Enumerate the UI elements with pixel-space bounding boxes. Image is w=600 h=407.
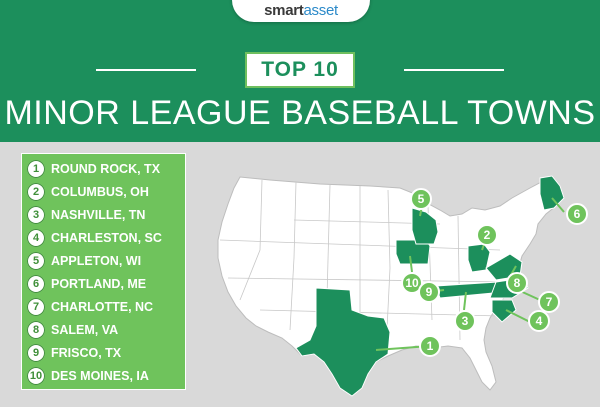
- rank-number: 10: [27, 367, 45, 385]
- state-maine: [539, 175, 565, 211]
- us-map-svg: [217, 175, 565, 397]
- town-name: PORTLAND, ME: [51, 277, 147, 291]
- list-item: 6 PORTLAND, ME: [27, 273, 146, 295]
- rank-number: 7: [27, 298, 45, 316]
- logo-text: smartasset: [232, 2, 370, 19]
- map-marker: 8: [506, 272, 528, 294]
- map-marker: 7: [538, 291, 560, 313]
- left-rule: [96, 69, 196, 71]
- map-marker: 5: [410, 188, 432, 210]
- state-south-carolina: [491, 299, 517, 323]
- ranking-list: 1 ROUND ROCK, TX 2 COLUMBUS, OH 3 NASHVILLE…: [21, 153, 186, 390]
- map-marker: 9: [418, 281, 440, 303]
- list-item: 9 FRISCO, TX: [27, 342, 121, 364]
- town-name: DES MOINES, IA: [51, 369, 149, 383]
- state-texas: [295, 287, 391, 397]
- rank-number: 1: [27, 160, 45, 178]
- list-item: 4 CHARLESTON, SC: [27, 227, 162, 249]
- town-name: ROUND ROCK, TX: [51, 162, 161, 176]
- rank-number: 4: [27, 229, 45, 247]
- map-marker: 3: [454, 310, 476, 332]
- list-item: 10 DES MOINES, IA: [27, 365, 149, 387]
- state-wisconsin: [411, 207, 439, 245]
- logo-asset: asset: [303, 2, 339, 19]
- rank-number: 3: [27, 206, 45, 224]
- top-badge: TOP 10: [245, 52, 355, 88]
- header-banner: smartasset TOP 10 MINOR LEAGUE BASEBALL …: [0, 0, 600, 142]
- map-marker: 6: [566, 203, 588, 225]
- town-name: CHARLESTON, SC: [51, 231, 162, 245]
- list-item: 1 ROUND ROCK, TX: [27, 158, 160, 180]
- list-item: 2 COLUMBUS, OH: [27, 181, 149, 203]
- rank-number: 6: [27, 275, 45, 293]
- town-name: COLUMBUS, OH: [51, 185, 149, 199]
- logo-smart: smart: [264, 2, 304, 19]
- town-name: SALEM, VA: [51, 323, 119, 337]
- rank-number: 2: [27, 183, 45, 201]
- rank-number: 8: [27, 321, 45, 339]
- list-item: 5 APPLETON, WI: [27, 250, 141, 272]
- list-item: 7 CHARLOTTE, NC: [27, 296, 153, 318]
- list-item: 8 SALEM, VA: [27, 319, 118, 341]
- headline: MINOR LEAGUE BASEBALL TOWNS: [4, 94, 596, 132]
- map-marker: 1: [419, 335, 441, 357]
- right-rule: [404, 69, 504, 71]
- town-name: APPLETON, WI: [51, 254, 142, 268]
- map-marker: 2: [476, 224, 498, 246]
- town-name: NASHVILLE, TN: [51, 208, 146, 222]
- rank-number: 5: [27, 252, 45, 270]
- us-map: 5 6 2 10 8 7 9 3 4 1: [200, 150, 600, 407]
- town-name: FRISCO, TX: [51, 346, 122, 360]
- map-marker: 4: [528, 310, 550, 332]
- town-name: CHARLOTTE, NC: [51, 300, 154, 314]
- rank-number: 9: [27, 344, 45, 362]
- list-item: 3 NASHVILLE, TN: [27, 204, 145, 226]
- smartasset-logo: smartasset: [232, 0, 370, 22]
